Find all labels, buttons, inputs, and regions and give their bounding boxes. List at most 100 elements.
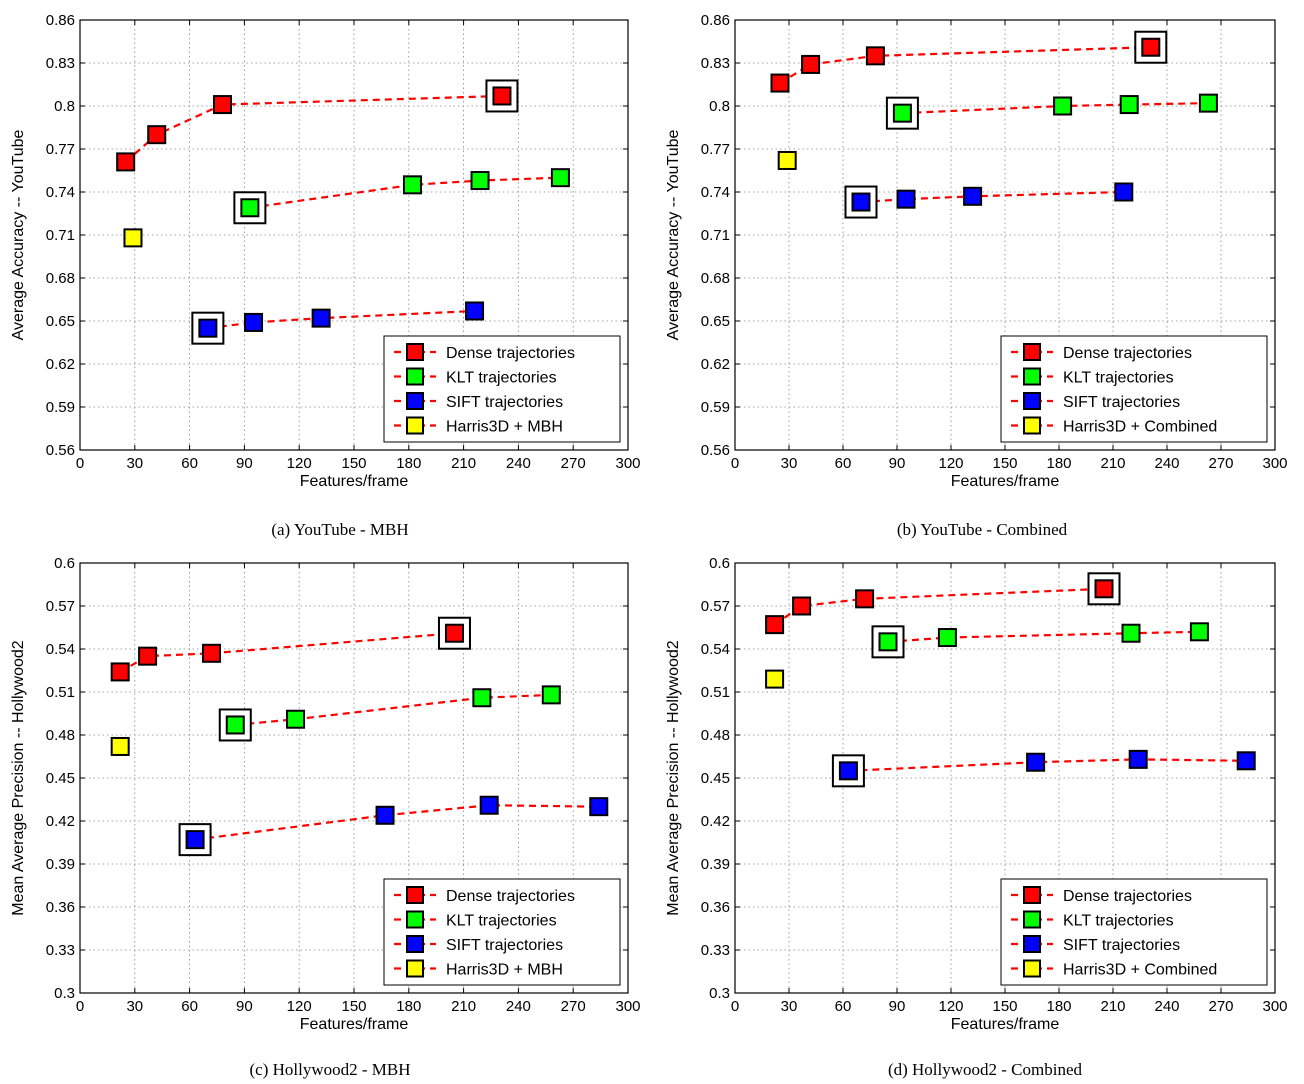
data-point [202, 643, 222, 663]
data-point [878, 632, 898, 652]
y-tick-label: 0.54 [701, 641, 730, 658]
y-tick-label: 0.59 [46, 399, 75, 416]
series-3 [765, 669, 785, 689]
legend-box [1000, 335, 1268, 443]
series-1 [218, 685, 561, 742]
data-point [1114, 182, 1134, 202]
x-tick-label: 0 [76, 998, 84, 1015]
legend-box [1000, 878, 1268, 986]
y-tick-label: 0.39 [701, 856, 730, 873]
data-point [1198, 93, 1218, 113]
data-point [240, 198, 260, 218]
x-tick-label: 90 [889, 998, 906, 1015]
y-tick-label: 0.42 [46, 813, 75, 830]
y-tick-label: 0.83 [701, 55, 730, 72]
x-tick-label: 270 [1208, 455, 1233, 472]
x-tick-label: 150 [992, 455, 1017, 472]
y-tick-label: 0.8 [709, 98, 730, 115]
data-point [1053, 96, 1073, 116]
y-axis-label: Mean Average Precision -- Hollywood2 [665, 640, 682, 916]
legend-marker [406, 886, 424, 904]
y-tick-label: 0.74 [46, 184, 75, 201]
legend-label: Harris3D + Combined [1063, 962, 1217, 979]
x-tick-label: 90 [236, 455, 253, 472]
chart-panel-3: 0 30 60 90 120 150 180 210 240 270 300 0.3 0.33 0.36 0… [665, 555, 1288, 1079]
series-1 [871, 622, 1209, 659]
data-point [311, 308, 331, 328]
y-tick-label: 0.33 [701, 942, 730, 959]
x-tick-label: 210 [451, 998, 476, 1015]
data-point [865, 46, 885, 66]
legend-label: Harris3D + MBH [446, 419, 563, 436]
data-point [492, 86, 512, 106]
data-point [465, 301, 485, 321]
x-tick-label: 0 [76, 455, 84, 472]
legend: Dense trajectories KLT trajectories SIFT t… [1000, 335, 1268, 443]
y-tick-label: 0.71 [701, 227, 730, 244]
y-tick-label: 0.51 [46, 684, 75, 701]
x-tick-label: 270 [561, 455, 586, 472]
x-tick-label: 180 [1046, 455, 1071, 472]
series-2 [844, 182, 1134, 219]
data-point [402, 175, 422, 195]
legend-label: KLT trajectories [1063, 913, 1174, 930]
series-3 [110, 736, 130, 756]
data-point [892, 103, 912, 123]
x-tick-label: 120 [938, 998, 963, 1015]
subfigure-caption: (a) YouTube - MBH [271, 520, 408, 539]
series-line [235, 693, 552, 727]
data-point [147, 125, 167, 145]
legend-marker [1023, 935, 1041, 953]
legend-marker [1023, 959, 1041, 978]
legend-marker [1023, 886, 1041, 904]
legend-marker [406, 367, 424, 386]
x-tick-label: 150 [341, 998, 366, 1015]
y-tick-label: 0.6 [54, 555, 75, 572]
x-tick-label: 30 [126, 455, 143, 472]
x-tick-label: 240 [506, 998, 531, 1015]
data-point [138, 646, 158, 666]
data-point [855, 589, 875, 609]
series-line [119, 632, 455, 673]
series-3 [777, 150, 797, 170]
x-tick-label: 120 [287, 998, 312, 1015]
legend-label: Harris3D + MBH [446, 962, 563, 979]
data-point [225, 715, 245, 735]
series-line [779, 46, 1151, 85]
data-point [244, 312, 264, 332]
data-point [1141, 37, 1161, 57]
y-tick-label: 0.42 [701, 813, 730, 830]
data-point [896, 189, 916, 209]
series-line [773, 587, 1105, 626]
x-tick-label: 30 [781, 455, 798, 472]
data-point [1236, 751, 1256, 771]
x-tick-label: 300 [615, 455, 640, 472]
series-line [887, 630, 1200, 643]
x-tick-label: 90 [889, 455, 906, 472]
x-tick-label: 300 [615, 998, 640, 1015]
series-0 [765, 572, 1121, 635]
x-tick-label: 0 [731, 455, 739, 472]
legend-label: Dense trajectories [1063, 345, 1192, 362]
x-tick-label: 300 [1262, 455, 1287, 472]
x-tick-label: 120 [938, 455, 963, 472]
y-tick-label: 0.54 [46, 641, 75, 658]
legend-label: Harris3D + Combined [1063, 419, 1217, 436]
y-tick-label: 0.8 [54, 98, 75, 115]
legend-label: SIFT trajectories [1063, 394, 1180, 411]
data-point [110, 736, 130, 756]
legend-label: KLT trajectories [1063, 370, 1174, 387]
legend-label: Dense trajectories [1063, 888, 1192, 905]
data-point [479, 795, 499, 815]
data-point [541, 685, 561, 705]
legend-marker [406, 910, 424, 929]
x-tick-label: 60 [181, 998, 198, 1015]
y-tick-label: 0.68 [701, 270, 730, 287]
x-tick-label: 270 [1208, 998, 1233, 1015]
y-tick-label: 0.45 [701, 770, 730, 787]
x-tick-label: 0 [731, 998, 739, 1015]
y-tick-label: 0.51 [701, 684, 730, 701]
y-tick-label: 0.86 [701, 12, 730, 29]
y-tick-label: 0.48 [46, 727, 75, 744]
